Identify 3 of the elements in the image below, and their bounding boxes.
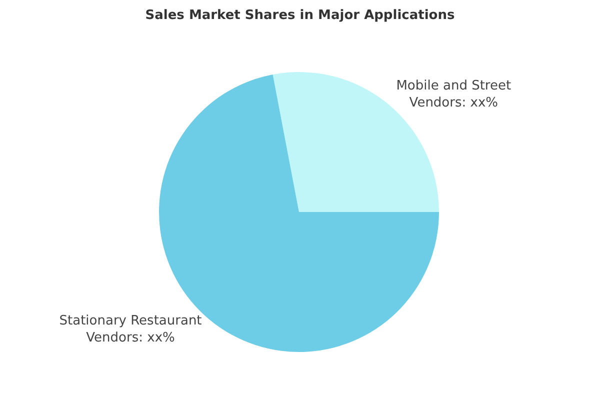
chart-title: Sales Market Shares in Major Applications [145, 8, 455, 24]
slice-label: Stationary Restaurant Vendors: xx% [59, 313, 202, 346]
slice-label: Mobile and Street Vendors: xx% [396, 78, 512, 111]
